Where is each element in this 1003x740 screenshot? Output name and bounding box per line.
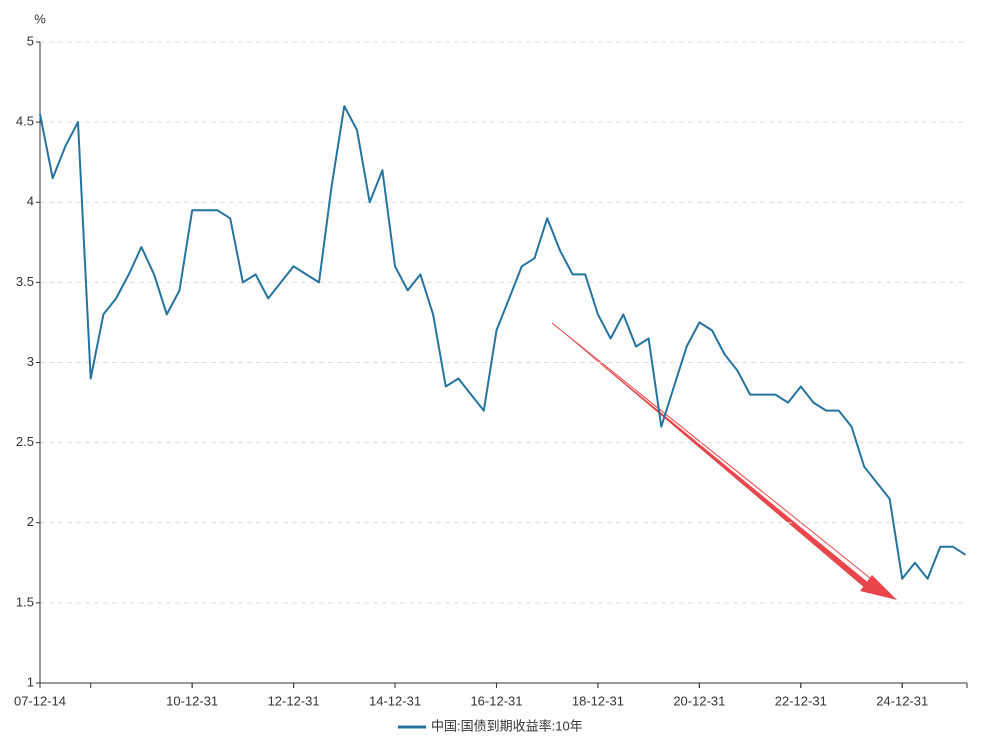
arrow-thin — [551, 322, 881, 587]
y-tick-label: 5 — [27, 33, 34, 48]
y-tick-label: 3 — [27, 354, 34, 369]
trend-arrow — [551, 322, 897, 600]
x-tick-label: 07-12-14 — [14, 693, 66, 708]
x-tick-label: 16-12-31 — [470, 693, 522, 708]
arrow-head — [860, 575, 897, 600]
legend: 中国:国债到期收益率:10年 — [398, 718, 583, 733]
x-tick-label: 24-12-31 — [876, 693, 928, 708]
y-tick-label: 2.5 — [16, 434, 34, 449]
y-tick-label: 4 — [27, 194, 34, 209]
y-tick-label: 3.5 — [16, 274, 34, 289]
x-tick-label: 14-12-31 — [369, 693, 421, 708]
x-tick-label: 12-12-31 — [268, 693, 320, 708]
y-tick-label: 2 — [27, 514, 34, 529]
y-tick-label: 1.5 — [16, 594, 34, 609]
x-tick-label: 22-12-31 — [775, 693, 827, 708]
y-tick-label: 4.5 — [16, 114, 34, 129]
y-unit: % — [34, 11, 46, 26]
series-line — [39, 105, 967, 580]
x-tick-label: 18-12-31 — [572, 693, 624, 708]
x-tick-label: 10-12-31 — [166, 693, 218, 708]
x-tick-label: 20-12-31 — [673, 693, 725, 708]
y-tick-label: 1 — [27, 674, 34, 689]
legend-label: 中国:国债到期收益率:10年 — [431, 718, 583, 733]
